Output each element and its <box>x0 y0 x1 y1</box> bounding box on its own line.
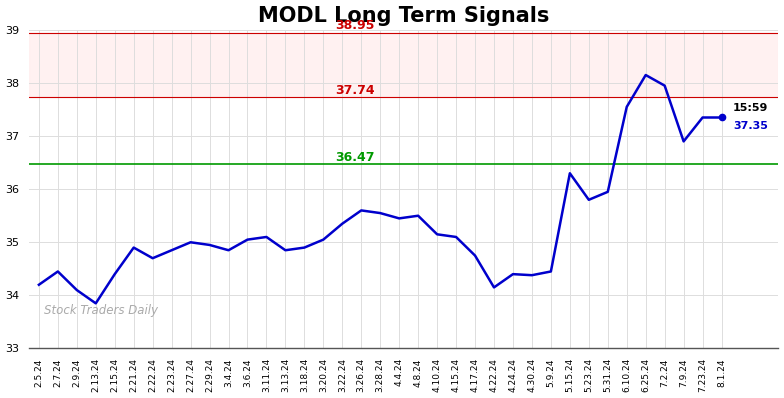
Title: MODL Long Term Signals: MODL Long Term Signals <box>258 6 550 25</box>
Text: 36.47: 36.47 <box>335 151 375 164</box>
Text: 38.95: 38.95 <box>335 20 374 32</box>
Text: 37.74: 37.74 <box>335 84 375 97</box>
Text: Stock Traders Daily: Stock Traders Daily <box>45 304 158 317</box>
Text: 15:59: 15:59 <box>733 103 768 113</box>
Text: 37.35: 37.35 <box>733 121 768 131</box>
Bar <box>30 33 779 97</box>
